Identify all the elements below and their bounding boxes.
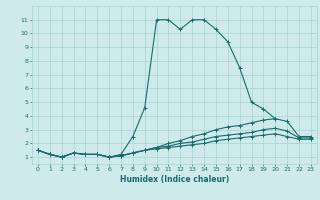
X-axis label: Humidex (Indice chaleur): Humidex (Indice chaleur) (120, 175, 229, 184)
